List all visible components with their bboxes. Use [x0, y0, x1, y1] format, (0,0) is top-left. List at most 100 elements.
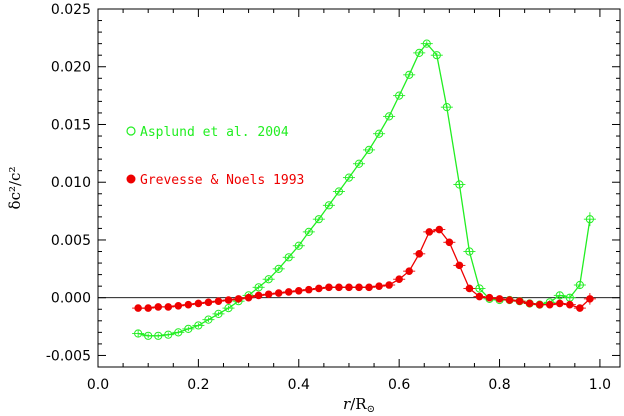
series-line	[138, 42, 591, 337]
data-point	[204, 298, 213, 307]
data-point	[415, 250, 424, 258]
data-point	[154, 303, 163, 311]
y-tick-label: 0.010	[51, 175, 91, 191]
data-point	[525, 299, 534, 308]
data-point	[174, 301, 183, 310]
data-point	[284, 288, 293, 296]
data-point	[374, 129, 384, 138]
data-point	[335, 283, 343, 292]
data-point	[234, 295, 243, 303]
data-point	[455, 261, 464, 270]
data-point	[345, 283, 353, 292]
data-point	[224, 296, 233, 304]
data-point	[184, 300, 193, 309]
data-point	[144, 331, 153, 340]
y-tick-labels: -0.005 0.000 0.005 0.010 0.015 0.020 0.025	[46, 2, 91, 364]
data-point	[144, 304, 152, 312]
data-point	[555, 299, 564, 308]
plot-frame	[97, 8, 621, 368]
data-point	[214, 309, 223, 318]
data-point	[566, 300, 574, 309]
data-point	[485, 293, 494, 302]
legend: Asplund et al. 2004 Grevesse & Noels 199…	[126, 125, 304, 188]
x-tick-label: 0.8	[488, 377, 510, 393]
data-point	[435, 225, 444, 234]
data-point	[324, 201, 333, 210]
x-tick-label: 0.4	[288, 377, 310, 393]
data-point	[465, 247, 474, 256]
y-tick-label: 0.015	[51, 117, 91, 133]
data-point	[515, 297, 524, 305]
data-point	[305, 285, 313, 294]
y-tick-label: 0.020	[51, 60, 91, 76]
data-point	[344, 173, 354, 182]
data-point	[364, 145, 374, 154]
data-point	[254, 283, 263, 292]
data-point	[214, 297, 223, 305]
data-point	[365, 283, 373, 292]
data-point	[355, 283, 363, 292]
x-tick-label: 1.0	[589, 377, 611, 393]
data-point	[425, 228, 434, 236]
x-axis-title: r/R⊙	[343, 395, 375, 415]
data-point	[294, 286, 303, 295]
data-point	[432, 51, 441, 60]
data-point	[442, 103, 451, 112]
data-point	[134, 329, 143, 338]
data-point	[395, 275, 403, 284]
data-point	[586, 295, 594, 303]
data-point	[405, 70, 414, 79]
x-tick-label: 0.2	[187, 377, 209, 393]
data-point	[194, 299, 203, 308]
legend-label-grevesse: Grevesse & Noels 1993	[140, 173, 304, 188]
data-point	[555, 291, 564, 300]
data-point	[204, 315, 213, 324]
data-point	[334, 187, 344, 196]
data-point	[304, 227, 313, 236]
data-point	[314, 215, 323, 224]
y-axis-title: δc²/c²	[6, 167, 24, 210]
data-point	[274, 264, 283, 273]
data-point	[164, 303, 173, 311]
data-point	[585, 215, 594, 224]
series-line	[138, 228, 591, 309]
data-point	[505, 296, 514, 304]
data-point	[475, 292, 484, 301]
data-point	[422, 39, 431, 48]
data-point	[495, 295, 504, 303]
x-tick-label: 0.6	[388, 377, 410, 393]
data-point	[264, 275, 273, 284]
data-point	[134, 304, 142, 312]
y-tick-label: 0.025	[51, 2, 91, 18]
data-point	[224, 304, 233, 313]
data-point	[575, 280, 584, 290]
series-0	[132, 39, 596, 340]
data-point	[535, 300, 544, 309]
y-tick-label: 0.005	[51, 233, 91, 249]
data-point	[354, 159, 364, 168]
data-point	[445, 238, 454, 247]
data-point	[385, 112, 394, 121]
data-point	[545, 300, 554, 309]
data-point	[325, 283, 333, 292]
axis-ticks	[97, 8, 620, 367]
data-point	[385, 281, 393, 289]
series-layer	[132, 39, 596, 340]
data-point	[405, 267, 413, 275]
data-point	[284, 253, 293, 262]
data-point	[465, 284, 474, 293]
data-point	[164, 330, 173, 339]
legend-marker-asplund	[126, 126, 136, 136]
y-tick-label: 0.000	[51, 291, 91, 307]
y-tick-label: -0.005	[46, 348, 91, 364]
data-point	[254, 291, 263, 300]
data-point	[455, 180, 464, 189]
series-1	[132, 225, 596, 312]
data-point	[274, 289, 283, 297]
data-point	[576, 304, 584, 312]
data-point	[264, 290, 273, 299]
data-point	[244, 293, 253, 302]
x-tick-labels: 0.0 0.2 0.4 0.6 0.8 1.0	[87, 377, 611, 393]
data-point	[194, 321, 203, 330]
